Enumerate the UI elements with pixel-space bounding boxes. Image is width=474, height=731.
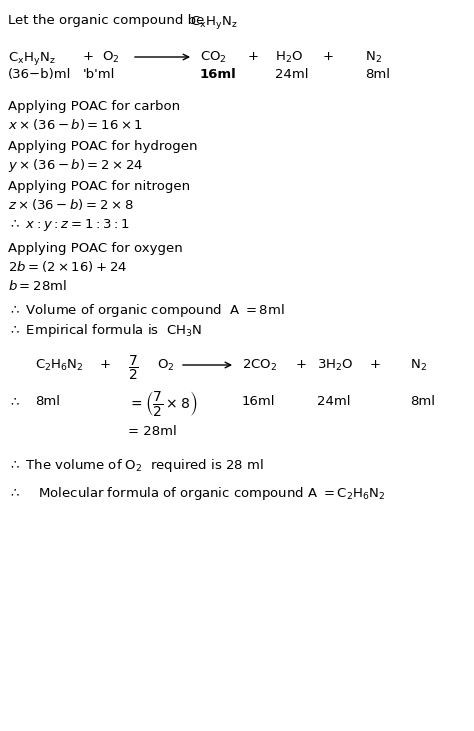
Text: $\therefore$: $\therefore$ <box>8 395 20 408</box>
Text: 16ml: 16ml <box>200 68 237 81</box>
Text: $\mathrm{C_xH_yN_z}$: $\mathrm{C_xH_yN_z}$ <box>190 14 237 31</box>
Text: 'b'ml: 'b'ml <box>83 68 115 81</box>
Text: +: + <box>100 358 111 371</box>
Text: $b=28\mathrm{ml}$: $b=28\mathrm{ml}$ <box>8 279 67 293</box>
Text: $3\mathrm{H_2O}$: $3\mathrm{H_2O}$ <box>317 358 354 373</box>
Text: $\mathrm{C_xH_yN_z}$: $\mathrm{C_xH_yN_z}$ <box>8 50 55 67</box>
Text: 24ml: 24ml <box>275 68 309 81</box>
Text: +: + <box>296 358 307 371</box>
Text: $\therefore$ Volume of organic compound  A $= 8\mathrm{ml}$: $\therefore$ Volume of organic compound … <box>8 302 285 319</box>
Text: 8ml: 8ml <box>35 395 60 408</box>
Text: Applying POAC for nitrogen: Applying POAC for nitrogen <box>8 180 190 193</box>
Text: $\therefore$ Empirical formula is  $\mathrm{CH_3N}$: $\therefore$ Empirical formula is $\math… <box>8 322 202 339</box>
Text: $\mathrm{CO_2}$: $\mathrm{CO_2}$ <box>200 50 227 65</box>
Text: $\mathrm{H_2O}$: $\mathrm{H_2O}$ <box>275 50 303 65</box>
Text: $\dfrac{7}{2}$: $\dfrac{7}{2}$ <box>128 354 139 382</box>
Text: $\therefore$ The volume of $\mathrm{O_2}$  required is 28 ml: $\therefore$ The volume of $\mathrm{O_2}… <box>8 457 264 474</box>
Text: $\mathrm{C_2H_6N_2}$: $\mathrm{C_2H_6N_2}$ <box>35 358 84 373</box>
Text: +: + <box>370 358 381 371</box>
Text: +: + <box>323 50 334 63</box>
Text: 8ml: 8ml <box>410 395 435 408</box>
Text: $\mathrm{O_2}$: $\mathrm{O_2}$ <box>157 358 174 373</box>
Text: (36−b)ml: (36−b)ml <box>8 68 72 81</box>
Text: $y\times(36-b)=2\times24$: $y\times(36-b)=2\times24$ <box>8 157 143 174</box>
Text: Applying POAC for oxygen: Applying POAC for oxygen <box>8 242 183 255</box>
Text: 8ml: 8ml <box>365 68 390 81</box>
Text: $\therefore$    Molecular formula of organic compound A $=\mathrm{C_2H_6N_2}$: $\therefore$ Molecular formula of organi… <box>8 485 386 502</box>
Text: 24ml: 24ml <box>317 395 350 408</box>
Text: Applying POAC for hydrogen: Applying POAC for hydrogen <box>8 140 198 153</box>
Text: $\mathrm{N_2}$: $\mathrm{N_2}$ <box>365 50 382 65</box>
Text: $\mathrm{O_2}$: $\mathrm{O_2}$ <box>102 50 119 65</box>
Text: $x\times(36-b)=16\times1$: $x\times(36-b)=16\times1$ <box>8 117 143 132</box>
Text: $z\times(36-b)=2\times8$: $z\times(36-b)=2\times8$ <box>8 197 134 212</box>
Text: $=\left(\dfrac{7}{2}\times8\right)$: $=\left(\dfrac{7}{2}\times8\right)$ <box>128 389 197 418</box>
Text: $2b=(2\times16)+24$: $2b=(2\times16)+24$ <box>8 259 128 274</box>
Text: $\therefore\ x:y:z=1:3:1$: $\therefore\ x:y:z=1:3:1$ <box>8 217 129 233</box>
Text: +: + <box>83 50 94 63</box>
Text: = 28ml: = 28ml <box>128 425 177 438</box>
Text: $2\mathrm{CO_2}$: $2\mathrm{CO_2}$ <box>242 358 277 373</box>
Text: $\mathrm{N_2}$: $\mathrm{N_2}$ <box>410 358 427 373</box>
Text: +: + <box>248 50 259 63</box>
Text: Applying POAC for carbon: Applying POAC for carbon <box>8 100 180 113</box>
Text: 16ml: 16ml <box>242 395 275 408</box>
Text: Let the organic compound be: Let the organic compound be <box>8 14 213 27</box>
